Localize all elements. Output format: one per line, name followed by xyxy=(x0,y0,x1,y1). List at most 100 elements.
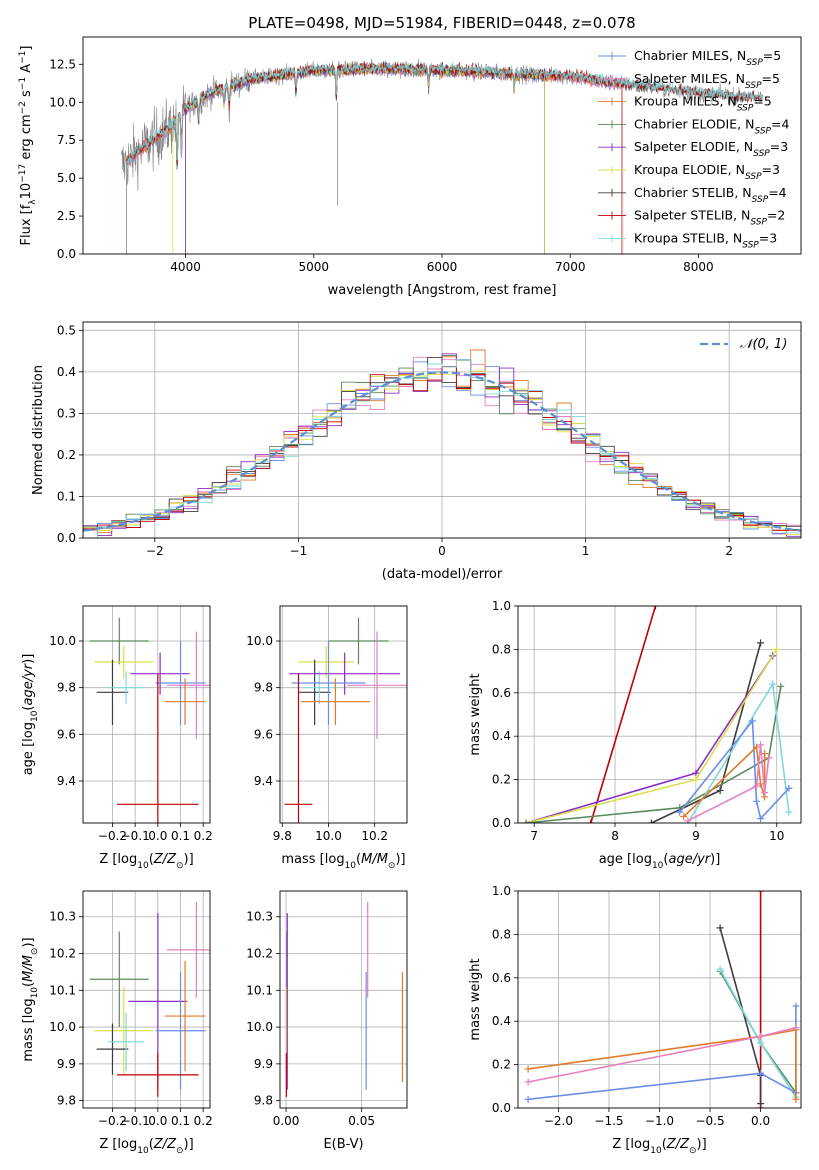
weight-marker xyxy=(785,784,793,792)
normal-curve xyxy=(83,371,801,532)
label-part: erg cm xyxy=(19,114,34,163)
y-tick-label: 0.2 xyxy=(492,773,511,787)
y-tick-label: 10.1 xyxy=(246,983,273,997)
label-part: mass [log xyxy=(281,852,344,867)
panel-age-vs-mass: 9.8 10.0 10.2 9.4 9.6 9.8 10.0 mass [log10(M/M⊙… xyxy=(246,605,408,871)
label-part: age/yr xyxy=(668,852,711,867)
x-tick-label: 7 xyxy=(530,829,538,843)
y-tick-label: 9.9 xyxy=(254,1057,273,1071)
y-tick-label: 10.3 xyxy=(49,910,76,924)
y-tick-label: 9.8 xyxy=(254,681,273,695)
label-part: 10 xyxy=(137,1146,149,1156)
label-part: )] xyxy=(710,852,720,867)
weight-marker xyxy=(748,717,756,725)
x-axis-label: E(B-V) xyxy=(323,1137,363,1152)
y-axis-label: mass [log10(M/M⊙)] xyxy=(21,937,40,1061)
legend-label: Salpeter MILES, NSSP=5 xyxy=(634,71,780,91)
label-part: E(B-V) xyxy=(323,1137,363,1152)
weight-marker xyxy=(651,606,659,610)
axes-frame xyxy=(517,605,802,824)
label-part: )] xyxy=(395,852,405,867)
y-tick-label: 9.6 xyxy=(254,727,273,741)
y-tick-label: 0.0 xyxy=(57,247,76,261)
x-tick-label: −1.5 xyxy=(594,1114,623,1128)
weight-marker xyxy=(524,1078,532,1086)
label-part: Kroupa ELODIE, N xyxy=(634,162,745,177)
legend-label: 𝒩(0, 1) xyxy=(740,337,787,352)
y-tick-label: 0.3 xyxy=(57,406,76,420)
weight-marker xyxy=(716,924,724,932)
label-part: mass [log xyxy=(21,998,36,1061)
y-tick-label: 0.8 xyxy=(492,642,511,656)
y-tick-label: 0.4 xyxy=(57,365,76,379)
label-part: Flux [f xyxy=(19,204,34,245)
weight-marker xyxy=(587,819,595,823)
weight-marker xyxy=(753,743,761,751)
weight-line xyxy=(526,686,782,823)
histogram-salpeter-stelib xyxy=(83,366,801,538)
x-tick-label: 6000 xyxy=(427,260,458,274)
x-axis-label: Z [log10(Z/Z⊙)] xyxy=(99,852,193,871)
weight-marker xyxy=(522,819,530,823)
y-axis-label: mass weight xyxy=(468,673,483,755)
x-tick-label: 9 xyxy=(692,829,700,843)
spectrum-model-kroupa-stelib xyxy=(126,61,763,254)
label-part: ( xyxy=(662,1137,667,1152)
label-part: SSP xyxy=(745,172,762,182)
label-part: Kroupa MILES, N xyxy=(634,94,737,109)
y-tick-label: 10.0 xyxy=(49,95,76,109)
label-part: )] xyxy=(21,937,36,947)
y-tick-label: 5.0 xyxy=(57,171,76,185)
x-tick-label: 7000 xyxy=(555,260,586,274)
weight-line xyxy=(525,655,774,823)
label-part: ⊙ xyxy=(176,1146,184,1156)
weight-marker xyxy=(676,808,684,816)
label-part: Kroupa STELIB, N xyxy=(634,230,742,245)
plot-area xyxy=(518,891,801,1108)
spectrum-model-chabrier-miles xyxy=(126,63,622,254)
axes-frame xyxy=(82,36,802,255)
label-part: ( xyxy=(663,852,668,867)
y-axis-label: mass weight xyxy=(468,958,483,1040)
label-part: ⊙ xyxy=(30,948,40,956)
label-part: ( xyxy=(21,982,36,987)
weight-marker xyxy=(524,1065,532,1073)
label-part: Z/Z xyxy=(153,1137,177,1152)
x-tick-label: −2.0 xyxy=(544,1114,573,1128)
weight-marker xyxy=(757,1032,765,1040)
weight-marker xyxy=(761,789,769,797)
plot-area xyxy=(280,891,407,1108)
weight-marker xyxy=(792,1002,800,1010)
label-part: =3 xyxy=(759,230,777,245)
x-tick-label: 0.00 xyxy=(273,1114,300,1128)
label-part: Salpeter STELIB, N xyxy=(634,208,750,223)
weight-marker xyxy=(757,1039,765,1047)
weight-marker xyxy=(692,769,700,777)
panel-mass-vs-ebv: 0.00 0.05 9.8 9.9 10.0 10.1 10.2 10.3 E(B-V) xyxy=(246,890,408,1152)
y-tick-label: 9.4 xyxy=(57,774,76,788)
panel-residuals: −2 −1 0 1 2 0.0 0.1 0.2 0.3 0.4 0.5 𝒩(0, 1) (data-mo… xyxy=(31,321,802,582)
label-part: SSP xyxy=(753,149,770,159)
x-axis-label: Z [log10(Z/Z⊙)] xyxy=(612,1137,706,1156)
panel-weight-vs-Z: −2.0 −1.5 −1.0 −0.5 0.0 0.0 0.2 0.4 0.6 0.8 1.0 Z [… xyxy=(468,884,802,1156)
y-axis-label: Normed distribution xyxy=(31,365,46,495)
weight-marker xyxy=(753,797,761,805)
weight-marker xyxy=(684,817,692,823)
label-part: ] xyxy=(19,46,34,51)
label-part: =5 xyxy=(753,94,771,109)
label-part: )] xyxy=(184,1137,194,1152)
label-part: SSP xyxy=(746,58,763,68)
label-part: age/yr xyxy=(21,662,36,705)
spectrum-model-salpeter-miles xyxy=(126,63,622,254)
figure-title: PLATE=0498, MJD=51984, FIBERID=0448, z=0… xyxy=(248,14,635,32)
label-part: −17 xyxy=(18,164,28,183)
y-tick-label: 0.4 xyxy=(492,1014,511,1028)
y-tick-label: 0.2 xyxy=(57,448,76,462)
x-tick-label: 8000 xyxy=(683,260,714,274)
weight-marker xyxy=(785,808,793,816)
x-tick-label: 1 xyxy=(582,544,590,558)
y-axis-label: age [log10(age/yr)] xyxy=(21,654,40,776)
weight-line xyxy=(590,606,657,823)
x-tick-label: −0.5 xyxy=(695,1114,724,1128)
y-tick-label: 0.1 xyxy=(57,489,76,503)
